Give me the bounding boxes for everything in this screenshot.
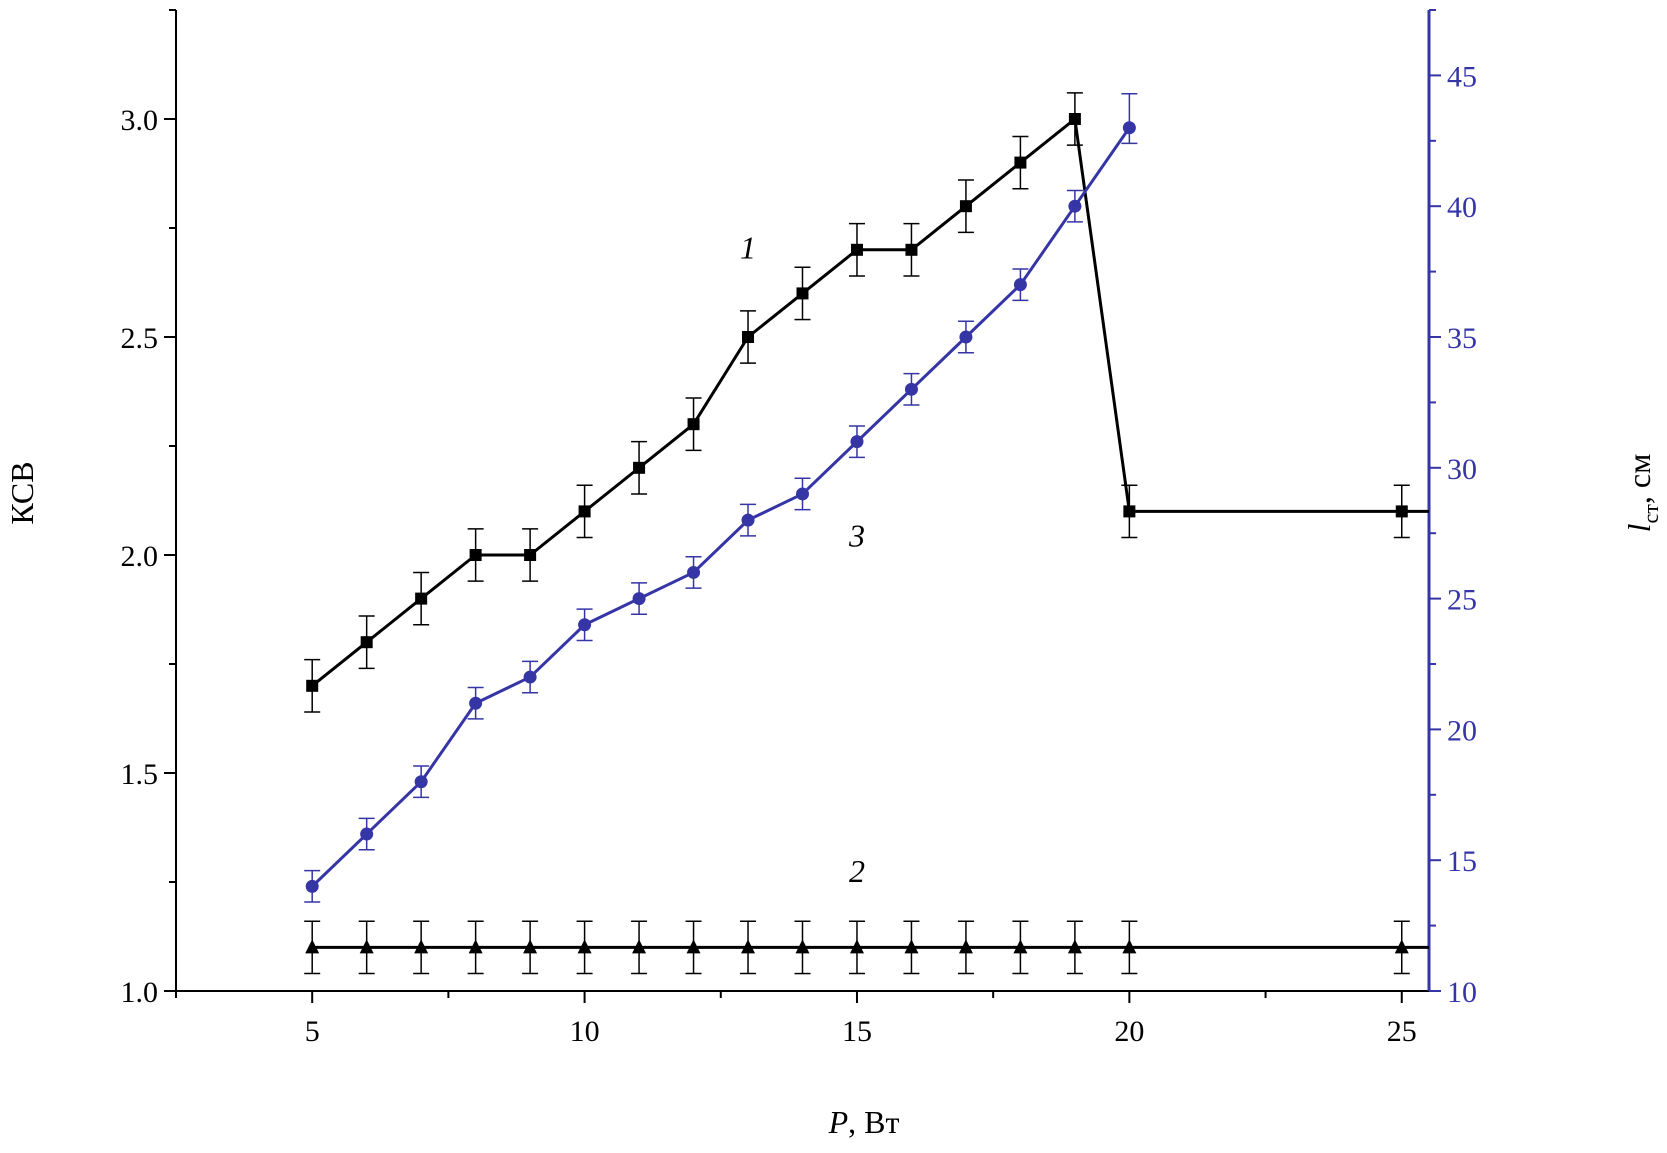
data-point-triangle	[849, 939, 864, 954]
data-point-triangle	[523, 939, 538, 954]
data-point-triangle	[1067, 939, 1082, 954]
y-right-tick-label: 15	[1447, 845, 1477, 878]
data-point-triangle	[577, 939, 592, 954]
series-group	[304, 92, 1429, 975]
y-left-tick-label: 2.0	[121, 540, 159, 573]
y-axis-right-title-subscript: ст	[1638, 504, 1663, 524]
data-point-triangle	[741, 939, 756, 954]
x-tick-label: 20	[1114, 1015, 1144, 1048]
error-bar	[1121, 92, 1138, 145]
series-2	[304, 920, 1429, 975]
data-point-square	[959, 200, 972, 213]
data-point-circle	[741, 513, 755, 527]
x-axis-title-symbol: P	[828, 1104, 849, 1140]
data-point-square	[578, 505, 591, 518]
data-point-square	[524, 549, 537, 561]
curve-label-1: 1	[740, 230, 756, 266]
x-axis-title-unit: , Вт	[848, 1104, 899, 1140]
data-point-triangle	[1122, 939, 1137, 954]
data-point-square	[633, 461, 646, 474]
y-axis-left-title: КСВ	[4, 461, 40, 524]
x-tick-label: 25	[1387, 1015, 1417, 1048]
series-1-line	[311, 117, 1429, 687]
data-point-triangle	[414, 939, 429, 954]
curve-label-2: 2	[849, 853, 865, 889]
data-point-square	[360, 636, 373, 649]
y-left-tick-label: 1.5	[121, 758, 159, 791]
data-point-triangle	[958, 939, 973, 954]
data-point-square	[796, 287, 809, 300]
y-right-tick-label: 40	[1447, 191, 1477, 224]
labels-group: 1 3 2	[740, 230, 865, 889]
data-point-triangle	[359, 939, 374, 954]
data-point-triangle	[686, 939, 701, 954]
data-point-circle	[850, 435, 864, 449]
data-point-triangle	[1013, 939, 1028, 954]
data-point-circle	[1013, 278, 1027, 292]
y-axis-right-title-symbol: l	[1621, 523, 1657, 532]
series-3-line	[311, 126, 1131, 888]
data-point-square	[850, 243, 863, 256]
data-point-circle	[1068, 199, 1082, 213]
data-point-square	[1068, 113, 1081, 125]
series-3	[304, 92, 1138, 903]
data-point-triangle	[904, 939, 919, 954]
x-tick-label: 15	[842, 1015, 872, 1048]
data-point-square	[1395, 505, 1408, 518]
y-right-tick-label: 10	[1447, 976, 1477, 1009]
y-axis-right-title: lст, см	[1621, 454, 1663, 533]
axes-group: 5 10 15 20 25 1.0 1.5 2.0 2.5 3.0 10 15 20 25 30 35 40 45	[121, 9, 1477, 1048]
data-point-square	[1014, 156, 1027, 169]
data-point-circle	[632, 592, 646, 606]
y-left-tick-label: 3.0	[121, 104, 159, 137]
data-point-circle	[904, 382, 918, 396]
data-point-circle	[687, 565, 701, 579]
data-point-square	[905, 243, 918, 256]
y-axis-right-title-unit: , см	[1621, 454, 1657, 504]
series-1	[304, 92, 1429, 713]
data-point-square	[415, 592, 428, 605]
data-point-circle	[578, 618, 592, 632]
data-point-square	[1123, 505, 1136, 518]
data-point-square	[306, 679, 319, 692]
data-point-circle	[959, 330, 973, 344]
data-point-circle	[1122, 121, 1136, 135]
y-right-tick-label: 45	[1447, 60, 1477, 93]
data-point-circle	[469, 696, 483, 710]
data-point-circle	[360, 827, 374, 841]
y-right-tick-label: 25	[1447, 584, 1477, 617]
curve-label-3: 3	[848, 517, 865, 553]
data-point-triangle	[795, 939, 810, 954]
y-left-tick-label: 2.5	[121, 322, 159, 355]
data-point-triangle	[632, 939, 647, 954]
data-point-square	[469, 549, 482, 561]
x-axis-title: P, Вт	[828, 1104, 900, 1140]
data-point-triangle	[468, 939, 483, 954]
x-tick-label: 5	[305, 1015, 320, 1048]
y-left-tick-label: 1.0	[121, 976, 159, 1009]
data-point-square	[687, 418, 700, 431]
data-point-circle	[523, 670, 537, 684]
data-point-triangle	[305, 939, 320, 954]
data-point-square	[742, 331, 755, 343]
x-tick-label: 10	[570, 1015, 600, 1048]
data-point-circle	[796, 487, 809, 501]
data-point-circle	[305, 879, 319, 893]
y-right-tick-label: 35	[1447, 322, 1477, 355]
data-point-circle	[414, 775, 428, 789]
y-right-tick-label: 30	[1447, 453, 1477, 486]
y-right-tick-label: 20	[1447, 714, 1477, 747]
data-point-triangle	[1394, 939, 1409, 954]
